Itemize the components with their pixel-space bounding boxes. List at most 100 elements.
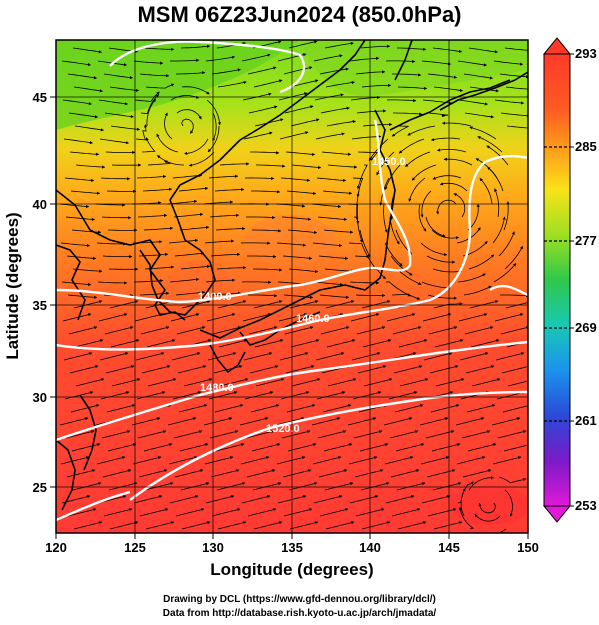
streamline [135,124,148,141]
contour-labels: 1400.0 1450.0 1460.0 1480.0 1520.0 [198,156,406,435]
streamline [385,495,415,504]
streamline [247,508,277,517]
streamline [320,326,350,335]
streamline [493,60,524,66]
streamline [495,352,525,361]
streamline [432,482,462,491]
streamline [146,98,156,127]
streamline [505,302,528,309]
streamline [357,151,379,161]
streamline [385,281,411,297]
streamline [188,151,215,167]
streamline [420,456,450,465]
streamline [72,268,103,273]
streamline [428,112,449,118]
streamline [104,112,135,119]
streamline [327,378,357,387]
x-axis-label: Longitude (degrees) [210,560,373,579]
streamline [319,67,349,75]
streamline [324,268,355,273]
streamline [211,291,242,296]
streamline [321,151,352,156]
streamline [212,112,217,142]
streamline [502,404,528,413]
streamline [250,151,280,155]
streamline [427,508,457,517]
streamline [312,456,342,465]
streamline [430,137,461,142]
streamline [467,443,497,452]
streamline [428,326,458,335]
streamline [323,229,354,234]
streamline [180,482,210,491]
streamline [463,285,492,296]
streamline [386,98,417,103]
streamline [215,227,246,231]
streamline [501,365,528,374]
streamline [147,378,177,387]
streamline [75,378,105,387]
streamline [253,521,283,530]
coastlines [56,40,528,511]
streamline [213,365,243,374]
streamline [461,430,491,439]
streamline [436,148,467,153]
streamline [247,254,277,259]
streamline [421,495,451,504]
page-title: MSM 06Z23Jun2024 (850.0hPa) [137,2,462,27]
streamline [320,106,350,114]
streamline [356,326,386,335]
streamline [64,177,95,182]
streamline [430,404,460,413]
streamline [101,430,131,439]
streamline [507,380,528,387]
streamline [391,508,421,517]
streamline [281,430,311,439]
streamline [72,482,102,491]
streamline [478,502,496,514]
streamline [278,92,308,101]
streamline [494,99,525,105]
streamline [397,86,428,90]
streamline [181,521,211,530]
x-tick-label: 130 [202,540,224,555]
streamline [217,80,247,88]
streamline [73,300,103,309]
streamline [394,404,424,413]
streamline [289,79,319,88]
streamline [164,112,173,140]
streamline [467,203,480,231]
streamline [359,443,389,452]
streamline [311,417,341,426]
streamline [251,190,281,194]
streamline [427,294,458,300]
streamline [420,242,448,257]
streamline [432,268,463,274]
streamline [100,391,130,400]
x-tick-label: 150 [517,540,539,555]
streamline [354,469,384,478]
streamline [504,489,513,517]
y-axis-label: Latitude (degrees) [3,212,22,359]
streamline [285,151,316,156]
streamline [432,175,462,180]
streamline [253,300,283,309]
streamline [217,300,247,309]
streamline [492,216,506,244]
streamline [460,487,466,517]
streamline [168,456,198,465]
streamline [103,508,133,517]
streamline [239,417,269,426]
streamline [61,60,92,67]
streamline [204,239,235,244]
streamline [353,216,363,243]
streamline [68,112,99,119]
streamline [465,365,495,374]
streamline [74,339,104,348]
streamline [253,268,283,272]
streamline [139,508,169,517]
streamline [138,469,168,478]
streamline [439,182,468,192]
streamline [276,242,307,247]
streamline [174,251,205,257]
